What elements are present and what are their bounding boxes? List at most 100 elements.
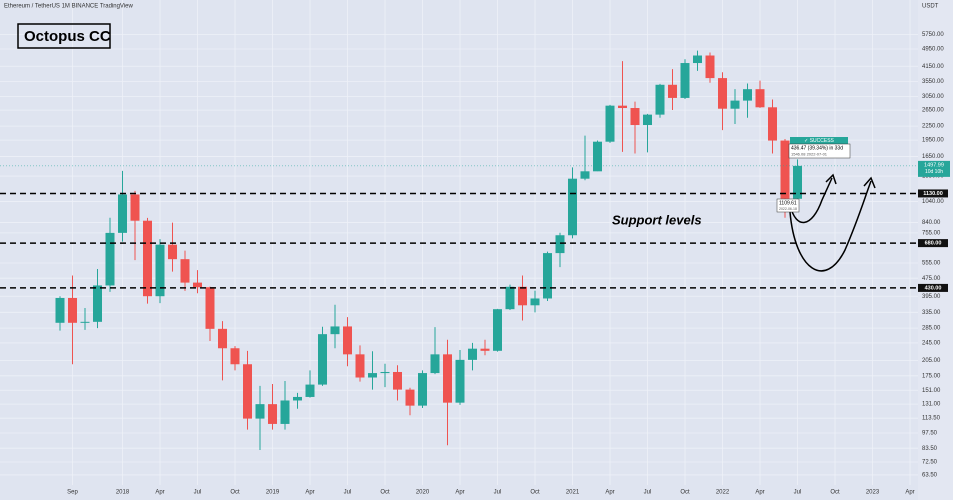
- trade-status-box: [790, 137, 848, 144]
- candle-body: [643, 114, 652, 126]
- candle-body: [743, 89, 752, 101]
- trade-box: [788, 143, 851, 159]
- candle-body: [680, 63, 690, 98]
- y-tick-label: 840.00: [922, 220, 941, 226]
- chart-title: Octopus CC: [24, 28, 111, 45]
- y-tick-label: 72.50: [922, 460, 938, 466]
- candle-body: [218, 328, 227, 349]
- currency: USDT: [922, 4, 939, 10]
- y-tick-label: 151.00: [922, 388, 941, 394]
- arrow: [789, 177, 833, 224]
- candle-body: [630, 108, 640, 126]
- candle-body: [268, 404, 277, 424]
- candle-body: [355, 354, 365, 378]
- y-tick-label: 5750.00: [922, 32, 944, 38]
- candle-body: [418, 373, 427, 406]
- y-tick-label: 1650.00: [922, 154, 944, 160]
- y-tick-label: 4950.00: [922, 47, 944, 53]
- candle-body: [493, 309, 502, 351]
- candle-body: [605, 105, 615, 142]
- candle-body: [118, 194, 127, 233]
- price-axis: [918, 0, 953, 500]
- countdown: 10d 10h: [925, 169, 943, 175]
- y-tick-label: 335.00: [922, 310, 941, 316]
- level-label-box: [918, 189, 948, 198]
- trade-low-date: 2022-06-18: [779, 207, 797, 211]
- last-price: 1497.99: [924, 162, 944, 168]
- candle-body: [455, 359, 465, 403]
- x-tick-label: 2023: [866, 490, 880, 496]
- trade-status: ✓ SUCCESS: [804, 138, 834, 144]
- x-tick-label: Oct: [680, 490, 690, 496]
- candle-body: [668, 84, 677, 98]
- candle-body: [330, 326, 340, 335]
- level-label-box: [918, 283, 948, 292]
- x-tick-label: Apr: [155, 490, 164, 496]
- x-tick-label: Jul: [494, 490, 502, 496]
- arrow: [789, 180, 872, 272]
- y-tick-label: 63.50: [922, 473, 938, 479]
- candle-body: [530, 298, 540, 306]
- x-tick-label: Oct: [230, 490, 240, 496]
- x-tick-label: Jul: [344, 490, 352, 496]
- y-tick-label: 131.00: [922, 402, 941, 408]
- candle-body: [143, 220, 152, 297]
- candle-body: [768, 107, 777, 141]
- x-tick-label: Apr: [305, 490, 314, 496]
- trade-result: 436.47 (39.34%) in 33d: [791, 145, 843, 151]
- x-tick-label: Oct: [530, 490, 540, 496]
- trade-target: 1546.08 2022-07-01: [791, 152, 828, 157]
- y-tick-label: 1040.00: [922, 199, 944, 205]
- x-tick-label: 2022: [716, 490, 730, 496]
- candle-body: [80, 321, 90, 323]
- candle-body: [405, 389, 415, 406]
- candle-body: [755, 89, 765, 108]
- candle-body: [318, 334, 327, 385]
- y-tick-label: 113.50: [922, 416, 941, 422]
- candle-body: [168, 244, 177, 260]
- candle-body: [580, 171, 590, 179]
- last-price-box: [918, 160, 950, 177]
- candle-body: [180, 259, 190, 283]
- x-tick-label: Apr: [905, 490, 914, 496]
- y-tick-label: 395.00: [922, 294, 941, 300]
- candle-body: [205, 287, 215, 329]
- candle-body: [443, 354, 452, 403]
- candle-body: [518, 286, 527, 306]
- candle-body: [243, 364, 252, 419]
- candle-body: [130, 194, 140, 221]
- candle-body: [655, 84, 665, 115]
- y-tick-label: 97.50: [922, 431, 938, 437]
- candle-body: [593, 141, 602, 172]
- x-tick-label: 2018: [116, 490, 130, 496]
- trade-low: 1109.61: [779, 200, 797, 206]
- header: Ethereum / TetherUS 1M BINANCE TradingVi…: [4, 4, 134, 10]
- y-tick-label: 175.00: [922, 373, 941, 379]
- candles: [55, 50, 802, 450]
- arrow-head: [863, 176, 876, 189]
- y-tick-label: 4150.00: [922, 64, 944, 70]
- candle-body: [343, 326, 352, 355]
- level-label: 430.00: [925, 285, 942, 291]
- x-tick-label: Jul: [194, 490, 202, 496]
- x-tick-label: 2021: [566, 490, 580, 496]
- y-tick-label: 285.00: [922, 326, 941, 332]
- trade-low-box: [776, 198, 800, 213]
- candle-body: [780, 140, 790, 199]
- candle-body: [730, 100, 740, 109]
- y-tick-label: 83.50: [922, 446, 938, 452]
- candle-body: [568, 178, 577, 236]
- y-tick-label: 3050.00: [922, 94, 944, 100]
- title-box: [17, 23, 111, 49]
- y-tick-label: 3550.00: [922, 79, 944, 85]
- x-tick-label: Apr: [455, 490, 464, 496]
- x-tick-label: Sep: [67, 490, 78, 496]
- candle-body: [543, 253, 552, 299]
- x-tick-label: Oct: [830, 490, 840, 496]
- candle-body: [555, 235, 565, 254]
- x-tick-label: Apr: [605, 490, 614, 496]
- candle-body: [468, 348, 477, 360]
- y-tick-label: 2250.00: [922, 124, 944, 130]
- candle-body: [293, 396, 302, 401]
